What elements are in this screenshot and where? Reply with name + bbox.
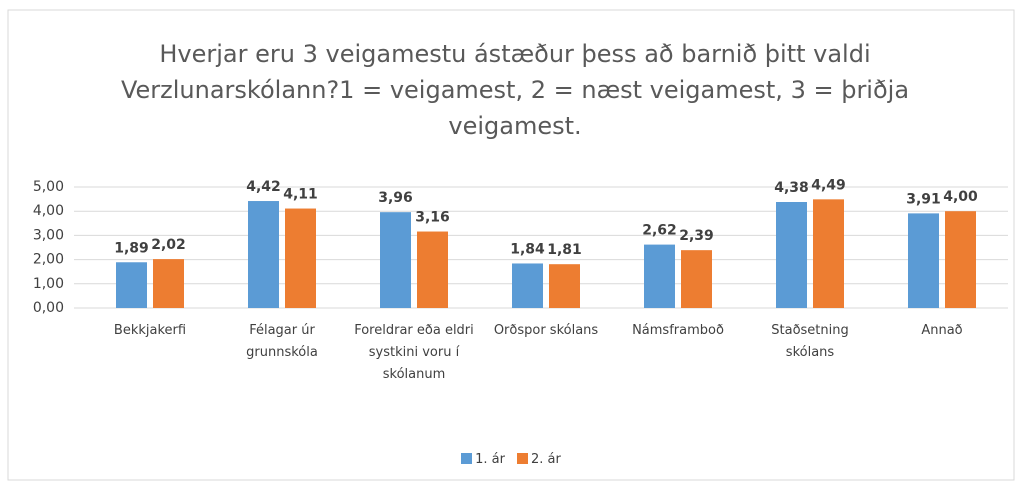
legend-item: 2. ár: [517, 452, 561, 467]
value-label: 1,81: [547, 242, 582, 258]
value-label: 2,62: [642, 223, 677, 239]
bar: [945, 211, 976, 308]
bar: [153, 259, 184, 308]
bar: [776, 202, 807, 308]
legend-swatch: [517, 453, 528, 464]
value-label: 1,84: [510, 241, 545, 257]
y-tick-label: 5,00: [33, 179, 64, 195]
legend-swatch: [461, 453, 473, 464]
x-tick-label: Annað: [921, 323, 963, 338]
x-tick-label: Félagar úr grunnskóla: [246, 323, 318, 360]
x-tick-label: Námsframboð: [632, 323, 724, 338]
bar: [908, 213, 939, 308]
legend-label: 1. ár: [475, 452, 505, 467]
y-tick-label: 4,00: [33, 203, 64, 219]
y-tick-label: 1,00: [33, 276, 64, 292]
value-label: 4,11: [283, 187, 318, 203]
value-label: 2,02: [151, 237, 186, 253]
bar: [681, 250, 712, 308]
value-label: 1,89: [114, 240, 149, 256]
bar: [813, 199, 844, 308]
legend-item: 1. ár: [461, 452, 505, 467]
value-label: 4,00: [943, 189, 978, 205]
value-label: 4,49: [811, 177, 846, 193]
value-label: 4,38: [774, 180, 809, 196]
value-label: 3,96: [378, 190, 413, 206]
bar: [285, 208, 316, 308]
legend: 1. ár 2. ár: [0, 452, 1022, 467]
bar: [512, 263, 543, 308]
x-tick-label: Bekkjakerfi: [113, 323, 187, 338]
value-label: 3,91: [906, 191, 941, 207]
x-tick-label: Staðsetning skólans: [771, 323, 849, 360]
y-tick-label: 0,00: [33, 300, 64, 316]
legend-label: 2. ár: [531, 452, 561, 467]
value-label: 3,16: [415, 210, 450, 226]
y-tick-label: 2,00: [33, 252, 64, 268]
x-tick-label: Foreldrar eða eldri systkini voru í skól…: [354, 323, 474, 382]
bar: [116, 262, 147, 308]
bar: [549, 264, 580, 308]
chart-frame: [7, 9, 1015, 481]
bar: [380, 212, 411, 308]
x-tick-label: Orðspor skólans: [493, 323, 599, 338]
y-tick-label: 3,00: [33, 227, 64, 243]
bar: [644, 244, 675, 308]
bar: [417, 231, 448, 308]
value-label: 4,42: [246, 179, 281, 195]
chart-title: Hverjar eru 3 veigamestu ástæður þess að…: [120, 40, 910, 140]
bar: [248, 201, 279, 308]
value-label: 2,39: [679, 228, 714, 244]
